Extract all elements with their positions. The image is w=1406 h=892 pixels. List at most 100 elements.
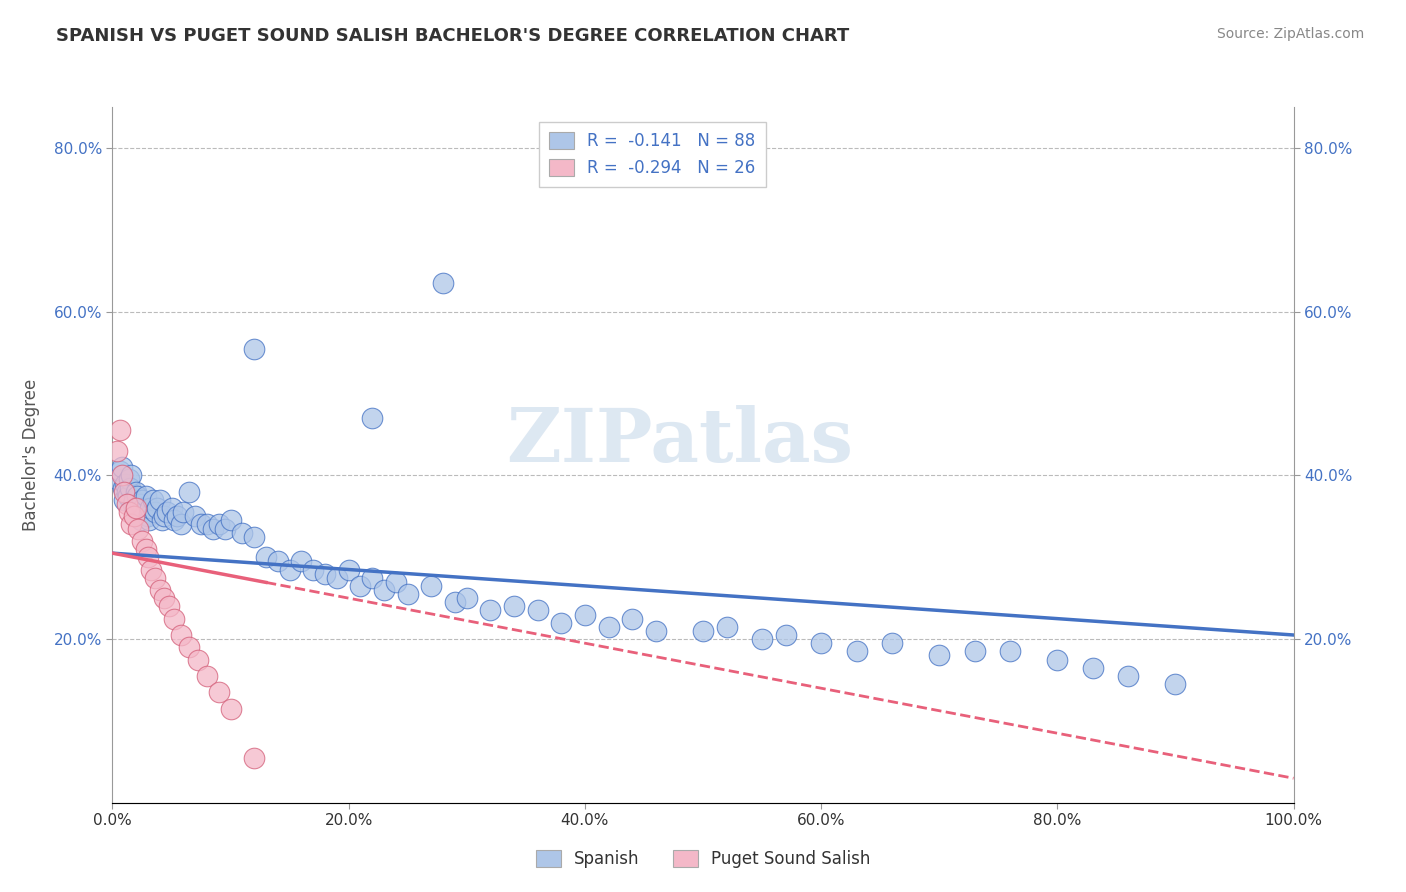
Point	[550, 615, 572, 630]
Point	[373, 582, 395, 597]
Point	[337, 562, 360, 576]
Point	[219, 701, 242, 715]
Point	[112, 492, 135, 507]
Point	[132, 501, 155, 516]
Point	[1116, 669, 1139, 683]
Point	[120, 468, 142, 483]
Point	[112, 481, 135, 495]
Point	[880, 636, 903, 650]
Point	[456, 591, 478, 606]
Point	[186, 652, 208, 666]
Point	[184, 509, 207, 524]
Point	[166, 509, 188, 524]
Point	[121, 497, 143, 511]
Point	[141, 562, 163, 576]
Point	[195, 669, 218, 683]
Point	[254, 550, 277, 565]
Point	[172, 505, 194, 519]
Point	[128, 497, 150, 511]
Legend: R =  -0.141   N = 88, R =  -0.294   N = 26: R = -0.141 N = 88, R = -0.294 N = 26	[538, 122, 765, 187]
Point	[444, 595, 467, 609]
Point	[118, 505, 141, 519]
Point	[115, 497, 138, 511]
Point	[170, 517, 193, 532]
Point	[314, 566, 336, 581]
Point	[644, 624, 666, 638]
Point	[385, 574, 408, 589]
Point	[503, 599, 526, 614]
Point	[127, 489, 149, 503]
Point	[157, 599, 180, 614]
Point	[775, 628, 797, 642]
Point	[131, 533, 153, 548]
Point	[142, 492, 165, 507]
Point	[928, 648, 950, 663]
Point	[153, 509, 176, 524]
Point	[432, 276, 454, 290]
Point	[125, 484, 148, 499]
Y-axis label: Bachelor's Degree: Bachelor's Degree	[21, 379, 39, 531]
Point	[243, 342, 266, 356]
Point	[111, 460, 134, 475]
Point	[127, 505, 149, 519]
Point	[219, 513, 242, 527]
Point	[163, 612, 186, 626]
Point	[136, 550, 159, 565]
Point	[143, 505, 166, 519]
Point	[112, 484, 135, 499]
Point	[153, 591, 176, 606]
Point	[420, 579, 443, 593]
Point	[149, 492, 172, 507]
Point	[111, 468, 134, 483]
Point	[114, 476, 136, 491]
Point	[349, 579, 371, 593]
Point	[125, 501, 148, 516]
Point	[845, 644, 868, 658]
Point	[1164, 677, 1187, 691]
Point	[267, 554, 290, 568]
Point	[231, 525, 253, 540]
Point	[120, 517, 142, 532]
Point	[163, 513, 186, 527]
Point	[118, 473, 141, 487]
Point	[326, 571, 349, 585]
Point	[195, 517, 218, 532]
Point	[108, 464, 131, 478]
Point	[105, 443, 128, 458]
Point	[621, 612, 644, 626]
Point	[526, 603, 548, 617]
Point	[138, 513, 160, 527]
Point	[146, 501, 169, 516]
Point	[208, 685, 231, 699]
Point	[361, 411, 384, 425]
Point	[135, 489, 157, 503]
Point	[201, 522, 224, 536]
Point	[810, 636, 832, 650]
Point	[716, 620, 738, 634]
Point	[117, 489, 139, 503]
Point	[598, 620, 620, 634]
Point	[150, 513, 173, 527]
Point	[1081, 661, 1104, 675]
Legend: Spanish, Puget Sound Salish: Spanish, Puget Sound Salish	[529, 843, 877, 875]
Point	[208, 517, 231, 532]
Point	[129, 513, 152, 527]
Point	[692, 624, 714, 638]
Text: Source: ZipAtlas.com: Source: ZipAtlas.com	[1216, 27, 1364, 41]
Point	[124, 501, 146, 516]
Point	[278, 562, 301, 576]
Point	[143, 571, 166, 585]
Point	[179, 484, 201, 499]
Point	[396, 587, 419, 601]
Text: SPANISH VS PUGET SOUND SALISH BACHELOR'S DEGREE CORRELATION CHART: SPANISH VS PUGET SOUND SALISH BACHELOR'S…	[56, 27, 849, 45]
Point	[479, 603, 502, 617]
Point	[190, 517, 212, 532]
Point	[120, 481, 142, 495]
Point	[127, 522, 149, 536]
Point	[290, 554, 312, 568]
Point	[136, 509, 159, 524]
Point	[105, 473, 128, 487]
Point	[149, 582, 172, 597]
Point	[214, 522, 236, 536]
Point	[998, 644, 1021, 658]
